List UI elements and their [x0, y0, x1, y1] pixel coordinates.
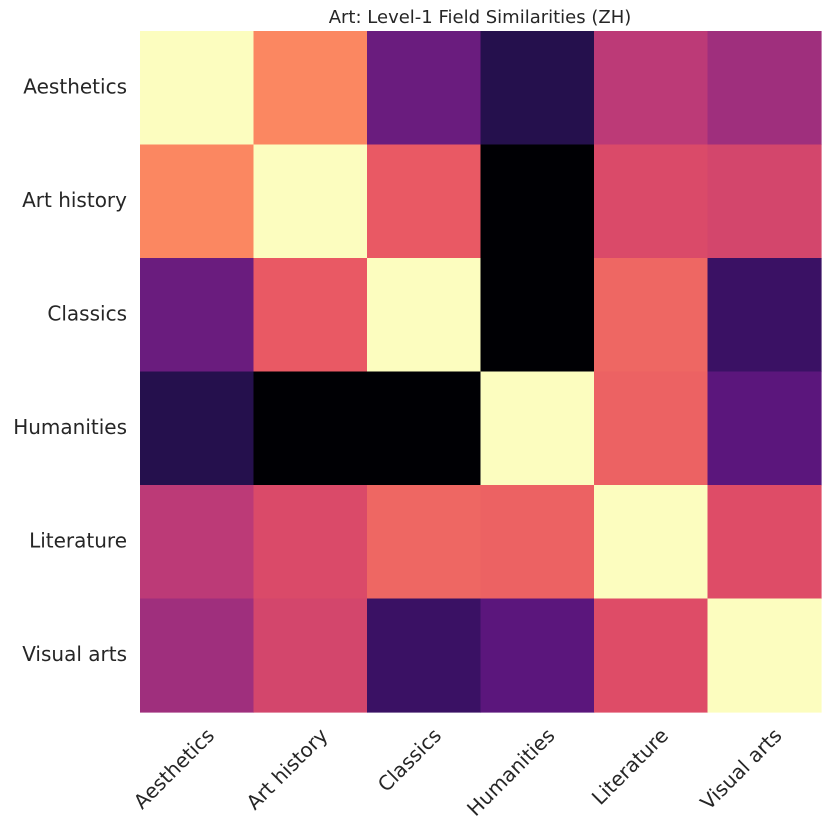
heatmap-cell: [594, 144, 709, 259]
heatmap-cell: [140, 598, 255, 713]
heatmap-cell: [253, 598, 368, 713]
y-tick-label: Classics: [47, 301, 127, 325]
chart-title: Art: Level-1 Field Similarities (ZH): [329, 7, 632, 28]
heatmap-cell: [367, 485, 482, 600]
heatmap-cell: [253, 371, 368, 486]
heatmap-cell: [253, 31, 368, 146]
y-tick-label: Aesthetics: [23, 74, 127, 98]
heatmap-cell: [367, 31, 482, 146]
heatmap-cell: [367, 144, 482, 259]
heatmap-cell: [140, 371, 255, 486]
heatmap-cell: [480, 31, 595, 146]
y-tick-label: Art history: [22, 188, 127, 212]
heatmap-cell: [707, 144, 822, 259]
y-tick-label: Humanities: [13, 415, 127, 439]
heatmap-cell: [707, 371, 822, 486]
heatmap-cell: [707, 31, 822, 146]
heatmap-cell: [594, 31, 709, 146]
x-tick-label: Humanities: [462, 723, 559, 820]
heatmap-cell: [594, 598, 709, 713]
y-tick-label: Visual arts: [22, 642, 127, 666]
x-tick-label: Visual arts: [695, 723, 786, 814]
y-tick-label: Literature: [29, 528, 127, 552]
x-tick-labels: Aesthetics Art history Classics Humanities L…: [129, 723, 787, 821]
heatmap-cell: [480, 371, 595, 486]
heatmap-cell: [594, 371, 709, 486]
x-tick-label: Art history: [241, 723, 332, 814]
heatmap-cell: [367, 598, 482, 713]
heatmap-cell: [594, 485, 709, 600]
heatmap-cell: [367, 258, 482, 373]
heatmap-cell: [367, 371, 482, 486]
heatmap-cell: [253, 258, 368, 373]
heatmap-cell: [707, 485, 822, 600]
heatmap-cell: [140, 144, 255, 259]
x-tick-label: Aesthetics: [129, 723, 219, 813]
x-tick-label: Classics: [373, 723, 446, 796]
heatmap-cell: [253, 485, 368, 600]
heatmap-cell: [140, 258, 255, 373]
heatmap-cell: [480, 485, 595, 600]
x-tick-label: Literature: [587, 723, 673, 809]
heatmap-cell: [707, 258, 822, 373]
heatmap-cell: [480, 258, 595, 373]
heatmap-cell: [140, 485, 255, 600]
y-tick-labels: Aesthetics Art history Classics Humanities L…: [13, 74, 127, 666]
heatmap-cells: [140, 31, 822, 713]
heatmap-cell: [707, 598, 822, 713]
heatmap-cell: [480, 144, 595, 259]
heatmap-cell: [480, 598, 595, 713]
heatmap-cell: [253, 144, 368, 259]
heatmap-cell: [140, 31, 255, 146]
heatmap-cell: [594, 258, 709, 373]
